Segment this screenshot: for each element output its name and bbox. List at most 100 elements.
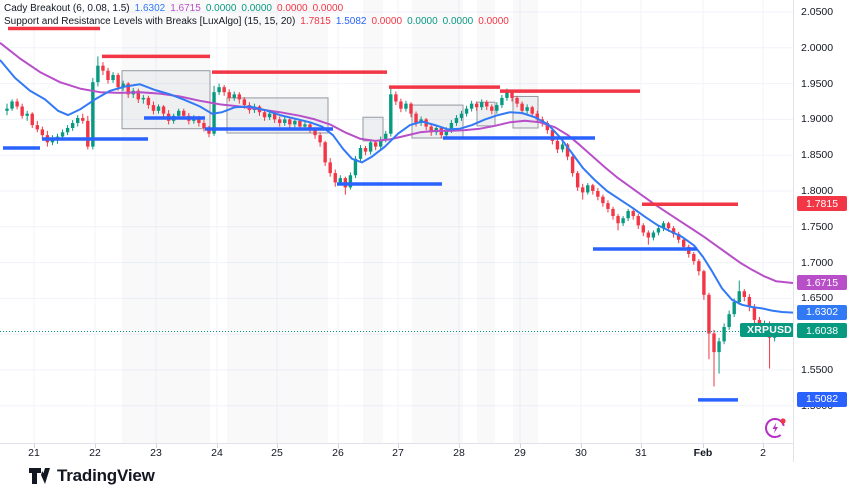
candle-body <box>586 185 590 193</box>
session-band <box>412 0 463 443</box>
session-band <box>122 0 210 443</box>
session-band <box>477 0 495 443</box>
candle-body <box>121 83 125 88</box>
candle-body <box>469 103 474 109</box>
price-axis[interactable]: 2.0500 2.0000 1.9500 1.9000 1.8500 1.8000 1.75… <box>793 0 852 462</box>
time-tick-label: 27 <box>392 447 404 459</box>
price-badge: 1.5082 <box>797 391 847 407</box>
candle-body <box>156 106 161 111</box>
candlestick-chart[interactable] <box>0 0 793 443</box>
candle-body <box>298 120 302 127</box>
indicator-value: 0.0000 <box>312 3 344 14</box>
candle-body <box>81 117 85 121</box>
candle-body <box>338 178 342 183</box>
candle-body <box>581 187 585 193</box>
time-tick-label: 26 <box>332 447 344 459</box>
indicator-row-breakout[interactable]: Cady Breakout (6, 0.08, 1.5) 1.6302 1.6715… <box>4 2 509 15</box>
candle-body <box>358 148 363 159</box>
price-badge: 1.7815 <box>797 196 847 212</box>
time-tick-label: 29 <box>514 447 526 459</box>
candle-body <box>454 117 459 123</box>
candle-body <box>515 97 519 104</box>
time-tick-label: 28 <box>453 447 465 459</box>
candle-body <box>742 291 746 297</box>
candle-body <box>646 232 651 238</box>
candle-body <box>404 103 408 109</box>
candle-body <box>616 216 620 224</box>
candle-body <box>222 87 226 93</box>
candle-body <box>288 119 292 125</box>
candle-body <box>500 97 504 106</box>
candle-body <box>5 108 9 111</box>
candle-body <box>308 124 312 130</box>
time-tick-mark <box>703 444 704 448</box>
time-tick-mark <box>581 444 582 448</box>
time-tick-mark <box>763 444 764 448</box>
candle-body <box>485 102 489 107</box>
ma-fast-line <box>0 59 793 314</box>
candle-body <box>707 294 711 334</box>
candle-body <box>676 233 681 240</box>
breakout-box <box>362 116 384 142</box>
indicator-value: 0.0000 <box>478 16 509 27</box>
candle-body <box>146 97 151 106</box>
candle-body <box>732 301 736 315</box>
candle-body <box>283 119 287 123</box>
candle-body <box>555 140 560 150</box>
candle-body <box>712 333 716 353</box>
indicator-title: Support and Resistance Levels with Break… <box>4 16 296 27</box>
candle-body <box>126 83 130 95</box>
time-tick-mark <box>95 444 96 448</box>
tradingview-mark-icon <box>29 468 50 484</box>
time-axis[interactable]: 21 22 23 24 25 26 27 28 29 30 31 Feb 2 <box>0 443 852 464</box>
candle-body <box>535 113 539 120</box>
candle-body <box>60 132 65 137</box>
time-tick-label: 24 <box>211 447 223 459</box>
time-tick-label: 25 <box>271 447 283 459</box>
tradingview-logo-text: TradingView <box>57 466 155 485</box>
candle-body <box>318 135 322 143</box>
candle-body <box>237 94 241 100</box>
price-tick-label: 1.6500 <box>801 292 834 305</box>
candle-body <box>631 211 635 217</box>
candles-layer <box>5 56 777 387</box>
candle-body <box>368 142 373 152</box>
candle-body <box>313 129 317 136</box>
candle-body <box>596 191 600 197</box>
candle-body <box>65 127 70 133</box>
flash-events-button[interactable] <box>763 415 789 441</box>
time-tick-mark <box>34 444 35 448</box>
candle-body <box>333 173 337 183</box>
candle-body <box>394 94 398 102</box>
candle-body <box>278 119 282 123</box>
time-tick-label: 2 <box>760 447 766 459</box>
chart-pane[interactable]: XRPUSD <box>0 0 799 443</box>
indicator-title: Cady Breakout (6, 0.08, 1.5) <box>4 3 130 14</box>
candle-body <box>525 107 529 111</box>
candle-body <box>96 65 100 83</box>
candle-body <box>197 117 201 123</box>
candle-body <box>459 113 464 118</box>
time-tick-mark <box>459 444 460 448</box>
candle-body <box>20 106 24 116</box>
tradingview-logo[interactable]: TradingView <box>28 465 155 487</box>
candle-body <box>414 113 418 123</box>
indicator-value: 0.0000 <box>241 3 272 14</box>
candle-body <box>76 117 80 123</box>
candle-body <box>293 120 297 125</box>
candle-body <box>651 232 656 238</box>
price-tick-label: 1.7500 <box>801 220 834 233</box>
indicator-value: 1.6715 <box>170 3 201 14</box>
price-tick-label: 1.8500 <box>801 149 834 162</box>
price-tick-label: 1.8000 <box>801 185 834 197</box>
candle-body <box>444 130 449 136</box>
indicator-row-sr-luxalgo[interactable]: Support and Resistance Levels with Break… <box>4 15 509 28</box>
candle-body <box>182 110 186 116</box>
candle-body <box>641 225 645 233</box>
candle-body <box>611 208 615 217</box>
breakout-boxes <box>121 0 539 443</box>
price-tick-label: 1.5500 <box>801 364 834 376</box>
time-tick-mark <box>277 444 278 448</box>
candle-body <box>495 105 499 111</box>
candle-body <box>697 261 701 272</box>
